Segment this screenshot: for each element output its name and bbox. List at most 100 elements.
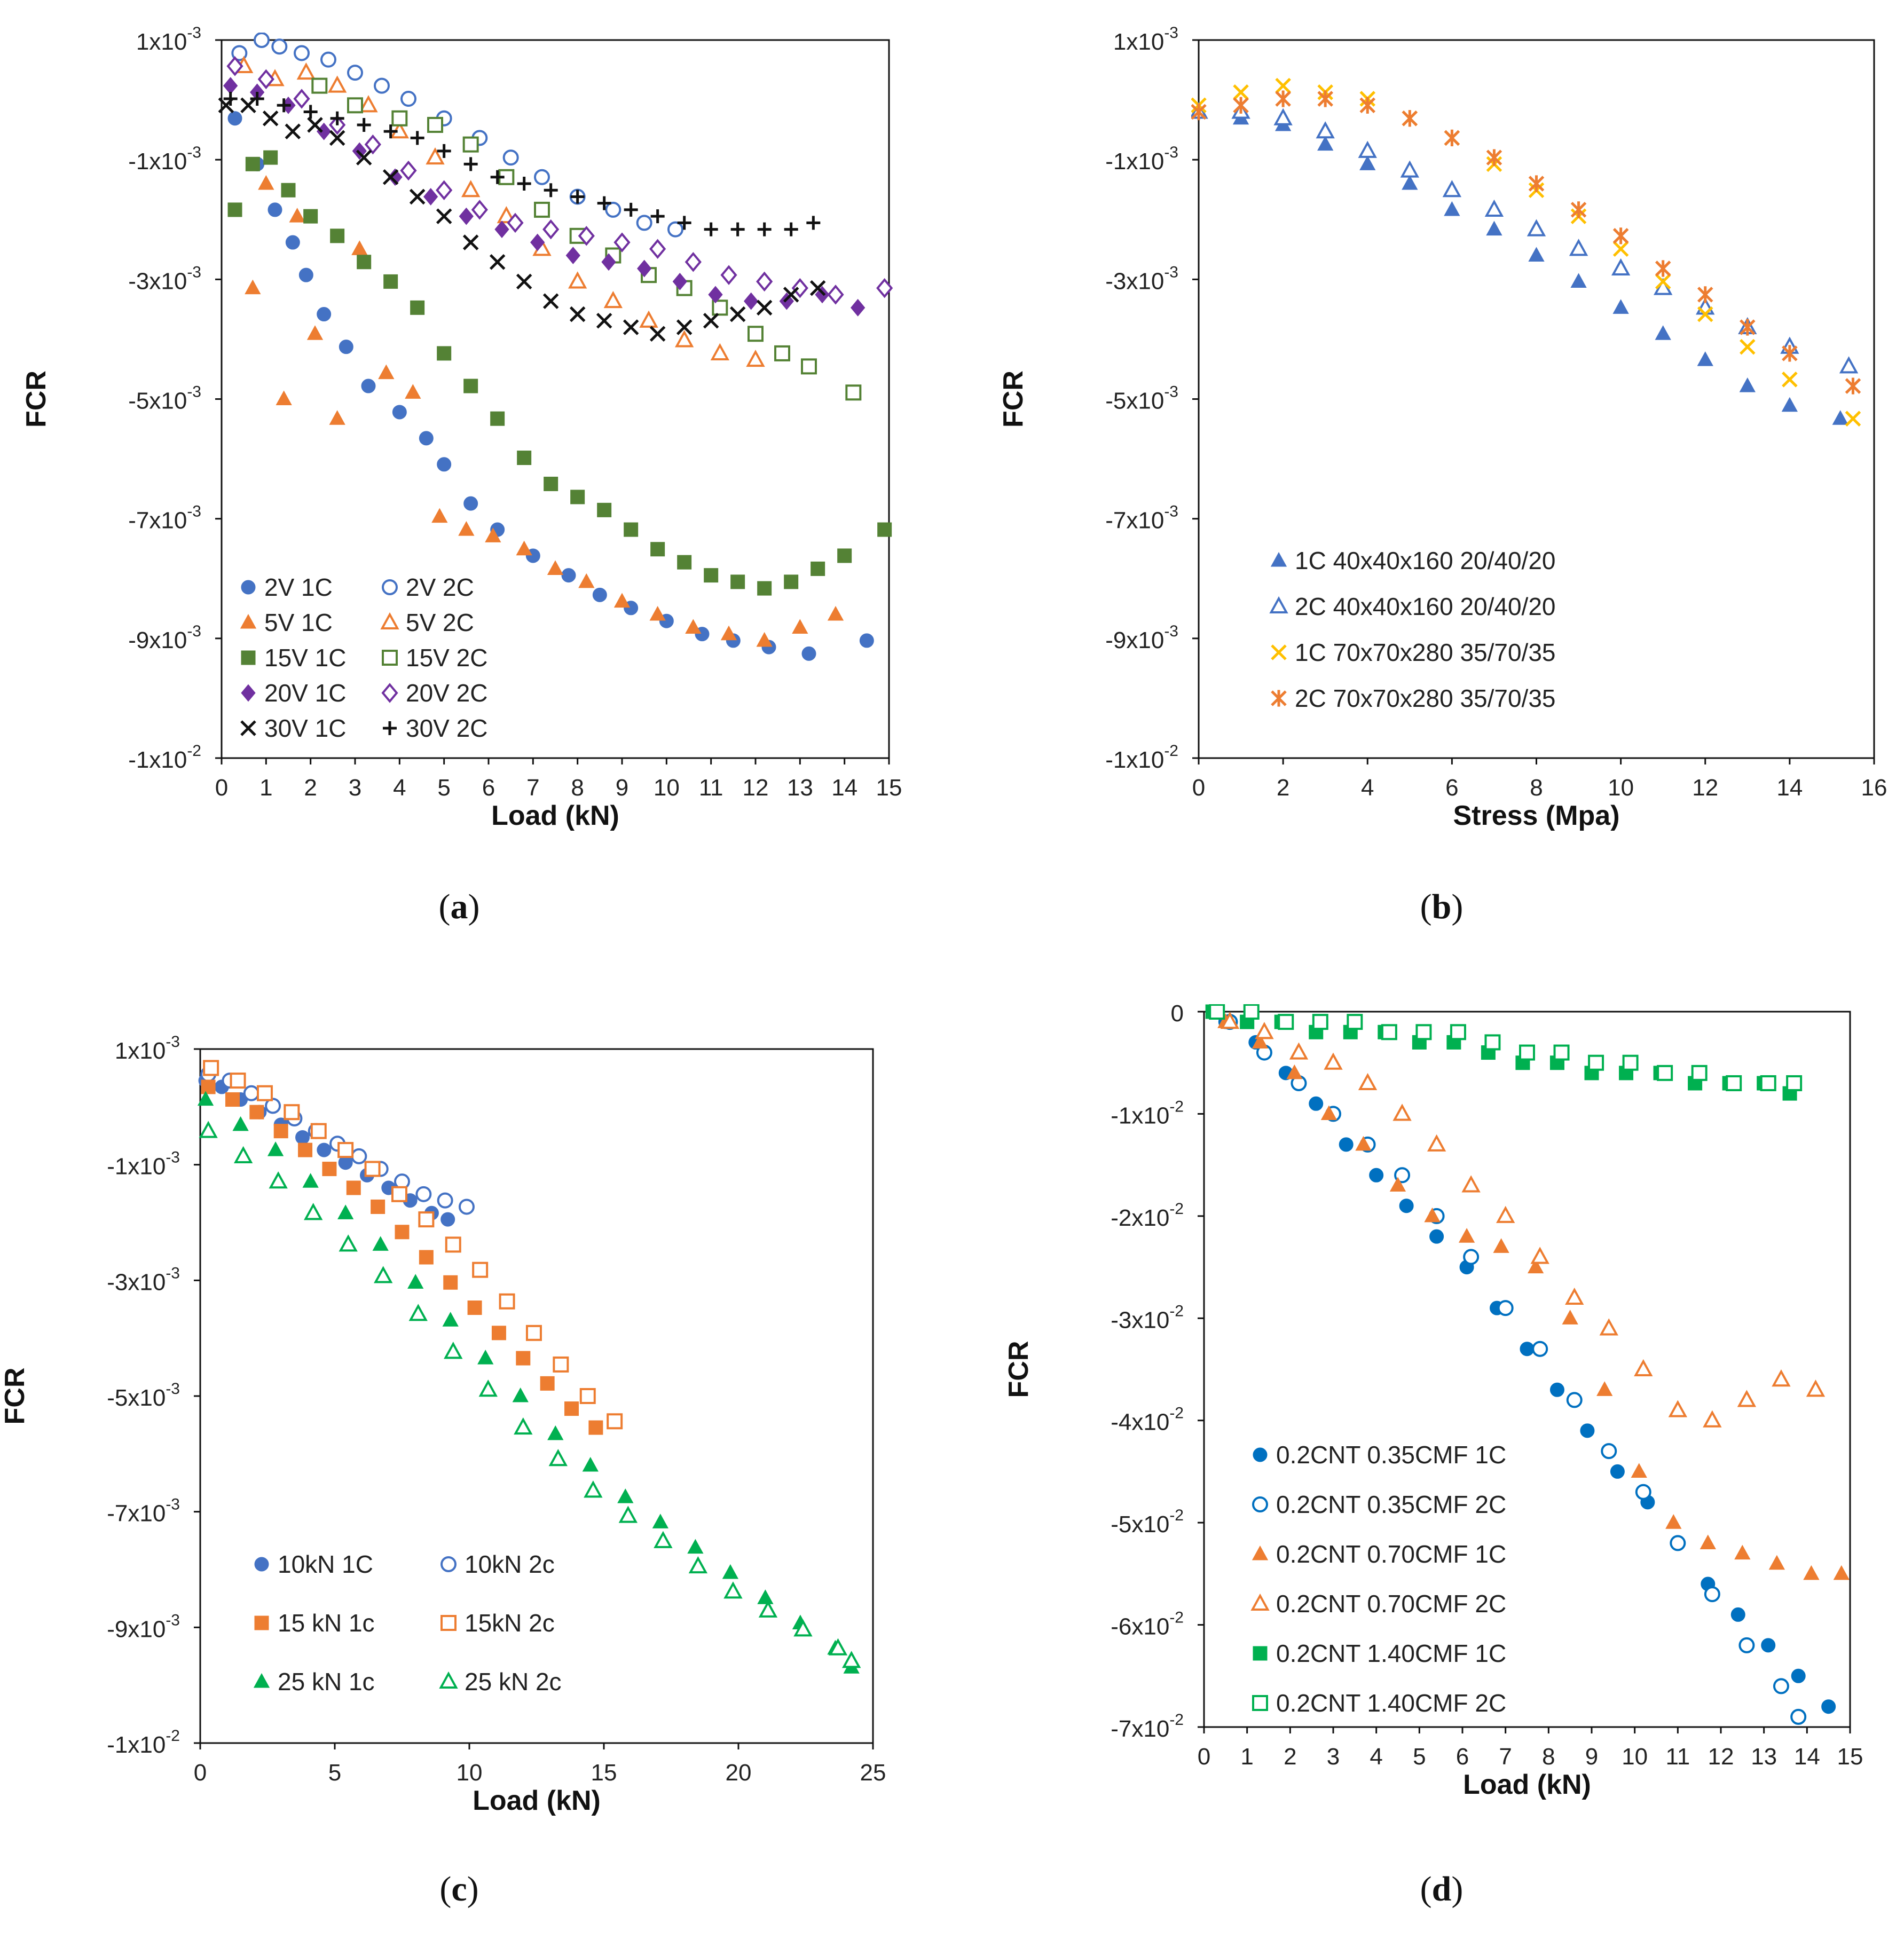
y-tick-label: -6x10-2: [1111, 1609, 1184, 1639]
data-point: [1599, 1318, 1618, 1336]
data-point: [269, 1171, 288, 1189]
y-tick-label: -5x10-3: [128, 383, 201, 414]
y-axis-title: FCR: [0, 1368, 30, 1425]
data-point: [605, 201, 621, 218]
legend-marker: [1271, 690, 1287, 707]
data-point: [1740, 338, 1756, 355]
panel-a: 0 1 2 3 4 5 6 7 8 9 10 11 12 13 14 151x10-3-1x10-3-3x10…: [21, 24, 902, 926]
data-point: [223, 92, 238, 106]
x-tick-label: 12: [1692, 775, 1718, 801]
series-20v-2c: [226, 56, 893, 305]
data-point: [1255, 1022, 1274, 1039]
data-point: [841, 1651, 861, 1668]
legend-marker: [440, 1556, 457, 1572]
legend: 2V 1C 2V 2C 5V 1C 5V 2C 15V 1C 15V 2C 20V 1C 20…: [240, 573, 487, 742]
data-point: [877, 522, 892, 537]
legend-label: 20V 1C: [264, 679, 346, 707]
data-point: [467, 1300, 482, 1315]
data-point: [783, 287, 799, 303]
data-point: [1243, 1004, 1260, 1020]
data-point: [227, 111, 242, 126]
data-point: [1670, 1535, 1686, 1551]
data-point: [1402, 175, 1418, 190]
data-point: [1657, 1065, 1673, 1081]
data-point: [311, 77, 328, 94]
data-point: [1233, 97, 1249, 114]
x-tick-label: 8: [1542, 1744, 1555, 1770]
x-tick-label: 13: [787, 775, 813, 801]
data-point: [1596, 1381, 1613, 1396]
data-point: [1309, 1096, 1324, 1111]
y-tick-label: -3x10-3: [1105, 263, 1178, 294]
data-point: [722, 1564, 739, 1579]
data-point: [553, 1356, 569, 1373]
x-tick-label: 14: [1776, 775, 1803, 801]
data-point: [1691, 1065, 1708, 1081]
data-point: [1275, 77, 1291, 94]
data-point: [542, 293, 559, 309]
legend-label: 0.2CNT 0.35CMF 2C: [1276, 1491, 1506, 1518]
data-point: [1772, 1369, 1791, 1387]
legend-marker: [440, 1615, 457, 1631]
data-point: [317, 307, 332, 322]
x-tick-label: 9: [1585, 1744, 1598, 1770]
data-point: [704, 568, 719, 583]
data-point: [1320, 1105, 1337, 1120]
data-point: [1275, 90, 1291, 107]
legend-marker: [383, 721, 397, 735]
data-point: [497, 206, 516, 224]
data-point: [1668, 1400, 1688, 1417]
legend-marker: [254, 1615, 269, 1630]
data-point: [1570, 201, 1587, 218]
data-point: [1369, 1168, 1384, 1183]
y-tick-label: -7x10-3: [107, 1496, 180, 1527]
y-axis-title: FCR: [21, 370, 52, 428]
data-point: [1655, 260, 1671, 277]
series-15kn-2c: [203, 1060, 623, 1430]
data-point: [477, 1350, 494, 1365]
legend-marker: [240, 720, 256, 736]
data-point: [623, 319, 639, 335]
x-tick-label: 2: [304, 775, 317, 801]
data-point: [1611, 258, 1631, 276]
data-point: [1833, 1565, 1850, 1580]
data-point: [273, 1124, 288, 1139]
legend-label: 10kN 2c: [465, 1550, 555, 1578]
data-point: [339, 1234, 358, 1252]
x-tick-label: 8: [1530, 775, 1543, 801]
legend-marker: [240, 614, 257, 629]
data-point: [685, 619, 702, 634]
data-point: [710, 343, 730, 360]
x-tick-label: 5: [1413, 1744, 1426, 1770]
data-point: [542, 219, 560, 240]
data-point: [1278, 1014, 1294, 1030]
legend-label: 2C 70x70x280 35/70/35: [1295, 684, 1556, 712]
data-point: [225, 1092, 240, 1107]
x-tick-label: 13: [1751, 1744, 1777, 1770]
x-tick-label: 2: [1284, 1744, 1296, 1770]
data-point: [329, 410, 345, 425]
data-point: [827, 285, 844, 305]
data-point: [459, 207, 474, 225]
data-point: [1740, 319, 1756, 336]
data-point: [650, 542, 665, 557]
panel-caption: (b): [1420, 887, 1464, 926]
data-point: [1324, 1052, 1343, 1070]
data-point: [1588, 1054, 1604, 1071]
data-point: [1415, 1024, 1432, 1040]
data-point: [203, 1060, 219, 1076]
data-point: [1317, 136, 1334, 151]
data-point: [1389, 1177, 1406, 1192]
legend-marker: [1250, 1593, 1270, 1611]
x-axis-title: Load (kN): [1463, 1769, 1591, 1800]
data-point: [1635, 1484, 1651, 1500]
data-point: [1427, 1134, 1446, 1152]
data-point: [569, 306, 586, 322]
data-point: [1738, 1637, 1755, 1653]
legend-label: 20V 2C: [406, 679, 487, 707]
data-point: [437, 346, 452, 361]
legend-marker: [241, 684, 256, 702]
data-point: [258, 175, 274, 190]
data-point: [688, 1556, 708, 1574]
panel-caption: (d): [1420, 1870, 1464, 1909]
